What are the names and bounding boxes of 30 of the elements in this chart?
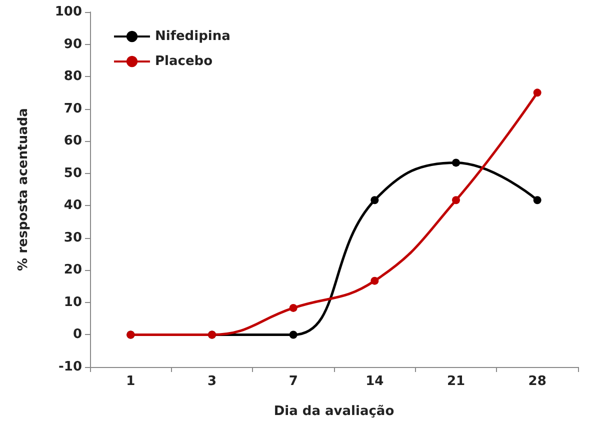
point [370,196,379,204]
x-tick-label: 7 [288,374,298,389]
y-tick-label: 40 [64,198,82,214]
y-axis-title: % resposta acentuada [16,108,31,271]
point [289,330,298,339]
y-tick-label: 50 [64,166,82,181]
y-tick-label: 100 [54,4,82,20]
x-tick-label: 21 [446,374,466,389]
point [289,304,298,312]
y-tick-label: 60 [64,134,82,149]
point [452,158,460,167]
y-tick-label: -10 [58,360,82,374]
y-tick-label: 20 [64,262,82,278]
y-tick-label: 0 [72,327,82,342]
legend-label: Nifedipina [155,29,230,44]
y-tick-label: 70 [64,101,82,116]
point [533,88,542,97]
x-tick-label: 14 [366,374,384,389]
point [452,196,460,204]
point [370,276,379,285]
x-tick-label: 1 [126,374,136,389]
y-tick-label: 30 [64,230,82,246]
y-tick-label: 10 [64,294,82,310]
legend-label: Placebo [155,54,213,69]
x-tick-label: 3 [207,374,217,389]
y-tick-label: 80 [64,69,82,84]
y-tick-label: 90 [64,36,82,52]
x-tick-label: 28 [528,374,546,389]
x-axis-title: Dia da avaliação [274,404,394,419]
point [533,196,542,204]
